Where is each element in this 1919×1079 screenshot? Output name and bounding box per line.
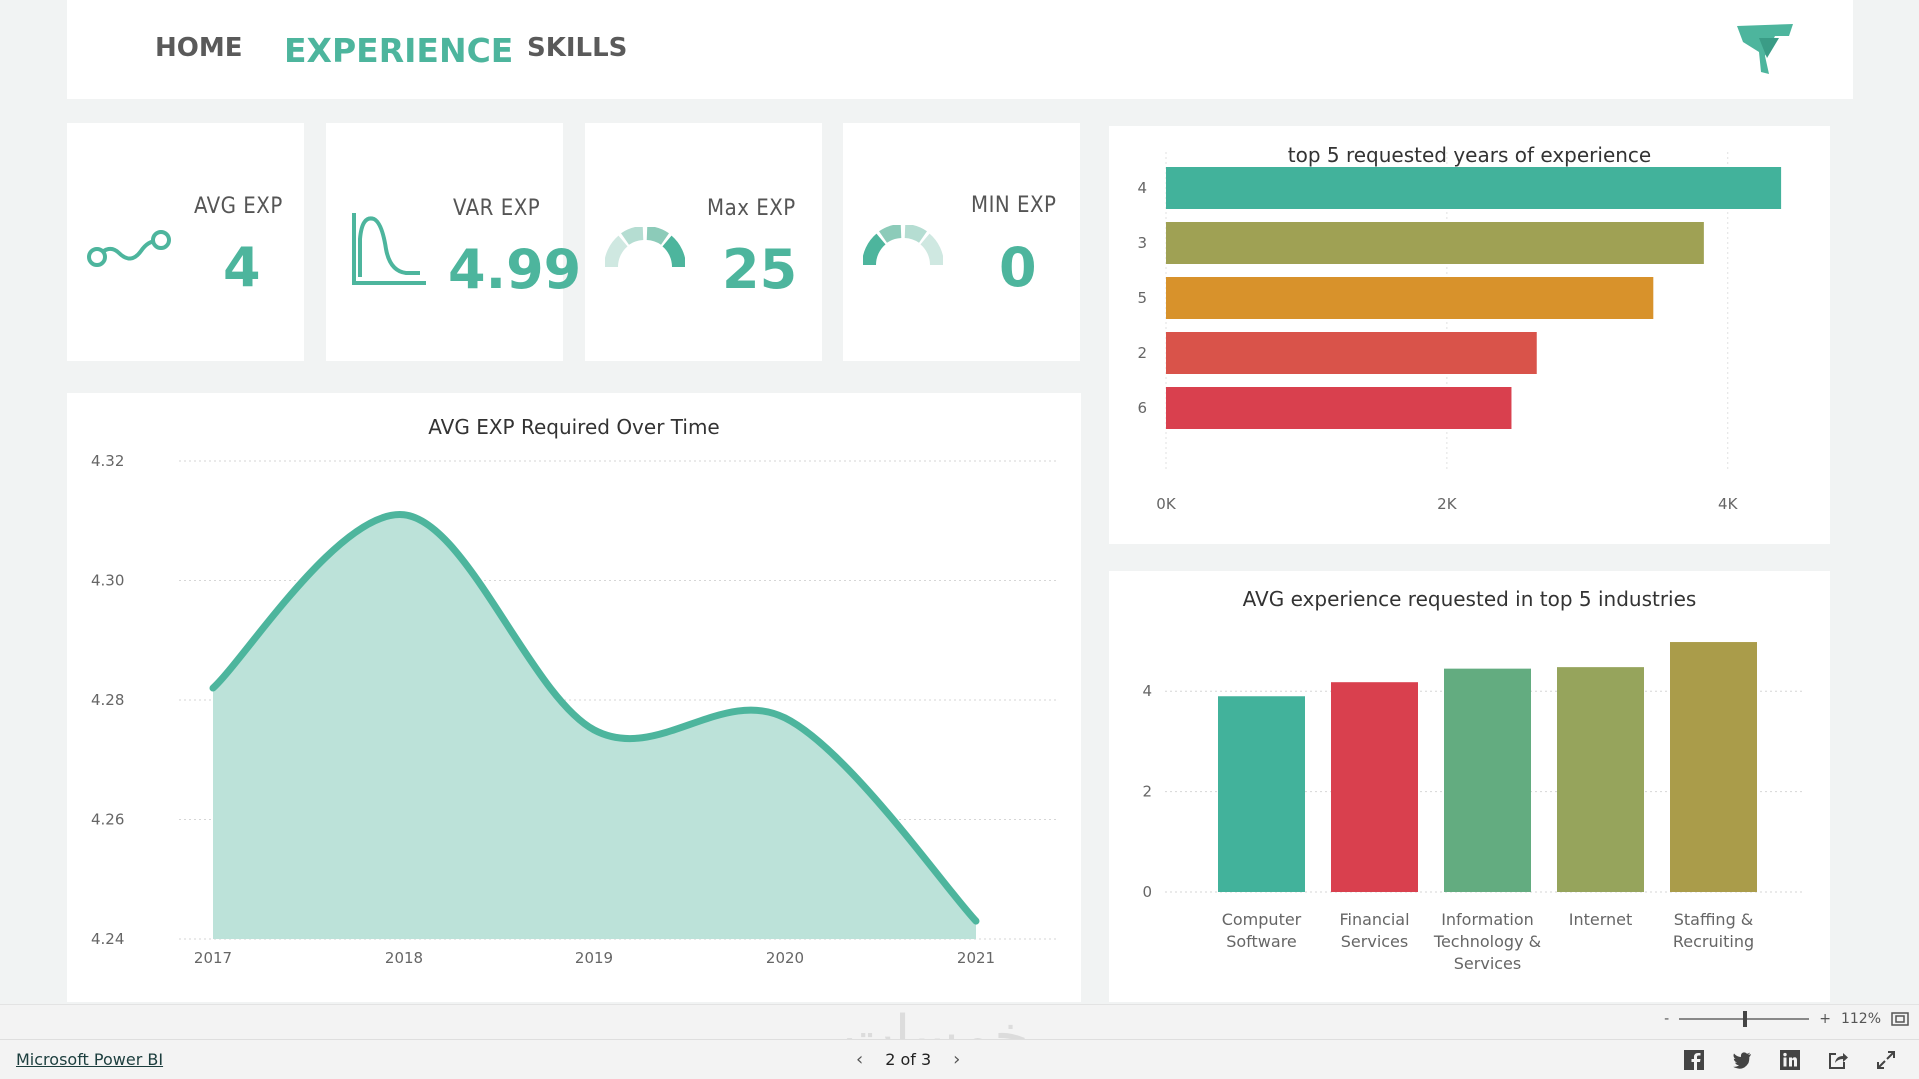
hbar-chart-title: top 5 requested years of experience [1287, 143, 1652, 167]
bar-years-4[interactable] [1166, 167, 1782, 209]
x-tick-label: 2017 [194, 949, 232, 967]
x-tick-label: 2018 [385, 949, 423, 967]
bar-years-6[interactable] [1166, 387, 1512, 429]
kpi-avg-label: AVG EXP [194, 194, 283, 219]
y-tick-label: 6 [1137, 399, 1147, 417]
zoom-out-button[interactable]: - [1664, 1011, 1670, 1027]
twitter-icon[interactable] [1731, 1049, 1753, 1071]
x-tick-label: Information [1441, 910, 1534, 929]
fullscreen-icon[interactable] [1875, 1049, 1897, 1071]
kpi-var-value: 4.99 [448, 238, 582, 301]
bar-years-5[interactable] [1166, 277, 1654, 319]
x-tick-label: 0K [1156, 495, 1177, 513]
x-tick-label: Software [1226, 932, 1297, 951]
area-chart-title: AVG EXP Required Over Time [428, 415, 720, 439]
series-line[interactable] [209, 511, 980, 925]
zoom-control: - + 112% [1664, 1011, 1909, 1027]
area-chart[interactable]: 4.32 4.30 4.28 4.26 4.24 2017 2018 2019 2020 2021 [67, 393, 1081, 1002]
hbar-chart[interactable]: 0K 2K 4K 4 3 5 2 6 [1109, 126, 1830, 544]
bar-industry[interactable] [1557, 667, 1644, 892]
x-tick-label: 2020 [766, 949, 804, 967]
bar-years-3[interactable] [1166, 222, 1704, 264]
facebook-icon[interactable] [1683, 1049, 1705, 1071]
kpi-min-exp: MIN EXP 0 [843, 123, 1080, 361]
y-tick-label: 4.24 [91, 930, 124, 948]
linkedin-icon[interactable] [1779, 1049, 1801, 1071]
x-tick-label: 4K [1718, 495, 1739, 513]
zoom-level: 112% [1840, 1011, 1881, 1027]
nav-experience[interactable]: EXPERIENCE [284, 31, 514, 70]
hbar-chart-card: top 5 requested years of experience 0K 2K… [1109, 126, 1830, 544]
y-tick-label: 4.26 [91, 811, 124, 829]
y-tick-label: 4.30 [91, 572, 124, 590]
x-tick-label: Services [1454, 954, 1521, 973]
y-tick-label: 5 [1137, 289, 1147, 307]
next-page-button[interactable]: › [953, 1049, 961, 1070]
page-indicator: 2 of 3 [885, 1050, 932, 1069]
x-tick-label: Technology & [1433, 932, 1541, 951]
gauge-high-icon [605, 227, 685, 268]
nav-home[interactable]: HOME [155, 33, 243, 63]
kpi-avg-exp: AVG EXP 4 [67, 123, 304, 361]
area-fill [213, 514, 976, 939]
data-point[interactable] [782, 715, 788, 721]
y-tick-label: 0 [1142, 883, 1152, 901]
x-tick-label: Financial [1339, 910, 1409, 929]
kpi-var-label: VAR EXP [453, 196, 541, 221]
trend-line-icon [87, 230, 171, 267]
fit-page-icon[interactable] [1891, 1012, 1909, 1026]
vbar-chart[interactable]: 4 2 0 Computer Software Financial Services Info… [1109, 571, 1830, 1002]
bar-industry[interactable] [1670, 642, 1757, 892]
kpi-max-value: 25 [722, 238, 798, 301]
kpi-max-label: Max EXP [707, 196, 796, 221]
y-tick-label: 2 [1137, 344, 1147, 362]
bar-years-2[interactable] [1166, 332, 1537, 374]
data-point[interactable] [401, 512, 407, 518]
x-tick-label: Staffing & [1674, 910, 1754, 929]
kpi-min-label: MIN EXP [971, 193, 1057, 218]
zoom-bar: - + 112% [0, 1004, 1919, 1039]
kpi-min-value: 0 [999, 236, 1037, 299]
area-chart-card: AVG EXP Required Over Time 4.32 4.30 4.28 4… [67, 393, 1081, 1002]
footer-bar: Microsoft Power BI ‹ 2 of 3 › [0, 1039, 1919, 1079]
y-tick-label: 4 [1137, 179, 1147, 197]
y-tick-label: 2 [1142, 783, 1152, 801]
y-tick-label: 3 [1137, 234, 1147, 252]
x-tick-label: 2K [1437, 495, 1458, 513]
y-tick-label: 4.32 [91, 452, 124, 470]
x-tick-label: Internet [1569, 910, 1633, 929]
distribution-curve-icon [352, 213, 426, 285]
x-tick-label: Services [1341, 932, 1408, 951]
kpi-avg-value: 4 [223, 236, 261, 299]
zoom-slider[interactable] [1679, 1011, 1810, 1027]
x-tick-label: 2019 [575, 949, 613, 967]
x-tick-label: 2021 [957, 949, 995, 967]
share-links [1683, 1049, 1897, 1071]
kpi-max-exp: Max EXP 25 [585, 123, 822, 361]
pager: ‹ 2 of 3 › [856, 1049, 960, 1070]
top-nav: HOME EXPERIENCE SKILLS [67, 0, 1853, 99]
bar-industry[interactable] [1444, 668, 1531, 892]
gauge-low-icon [863, 225, 943, 266]
y-tick-label: 4.28 [91, 691, 124, 709]
x-tick-label: Recruiting [1673, 932, 1754, 951]
bar-industry[interactable] [1331, 682, 1418, 892]
data-point[interactable] [591, 727, 597, 733]
prev-page-button[interactable]: ‹ [856, 1049, 864, 1070]
bar-industry[interactable] [1218, 696, 1305, 892]
logo-icon [1737, 24, 1793, 74]
kpi-var-exp: VAR EXP 4.99 [326, 123, 581, 361]
zoom-in-button[interactable]: + [1819, 1011, 1831, 1027]
share-icon[interactable] [1827, 1049, 1849, 1071]
data-point[interactable] [973, 918, 979, 924]
y-tick-label: 4 [1142, 682, 1152, 700]
vbar-chart-card: AVG experience requested in top 5 indust… [1109, 571, 1830, 1002]
vbar-chart-title: AVG experience requested in top 5 indust… [1242, 587, 1697, 611]
power-bi-link[interactable]: Microsoft Power BI [16, 1050, 164, 1069]
x-tick-label: Computer [1222, 910, 1302, 929]
zoom-slider-knob[interactable] [1743, 1011, 1748, 1027]
nav-skills[interactable]: SKILLS [527, 33, 628, 63]
data-point[interactable] [210, 685, 216, 691]
